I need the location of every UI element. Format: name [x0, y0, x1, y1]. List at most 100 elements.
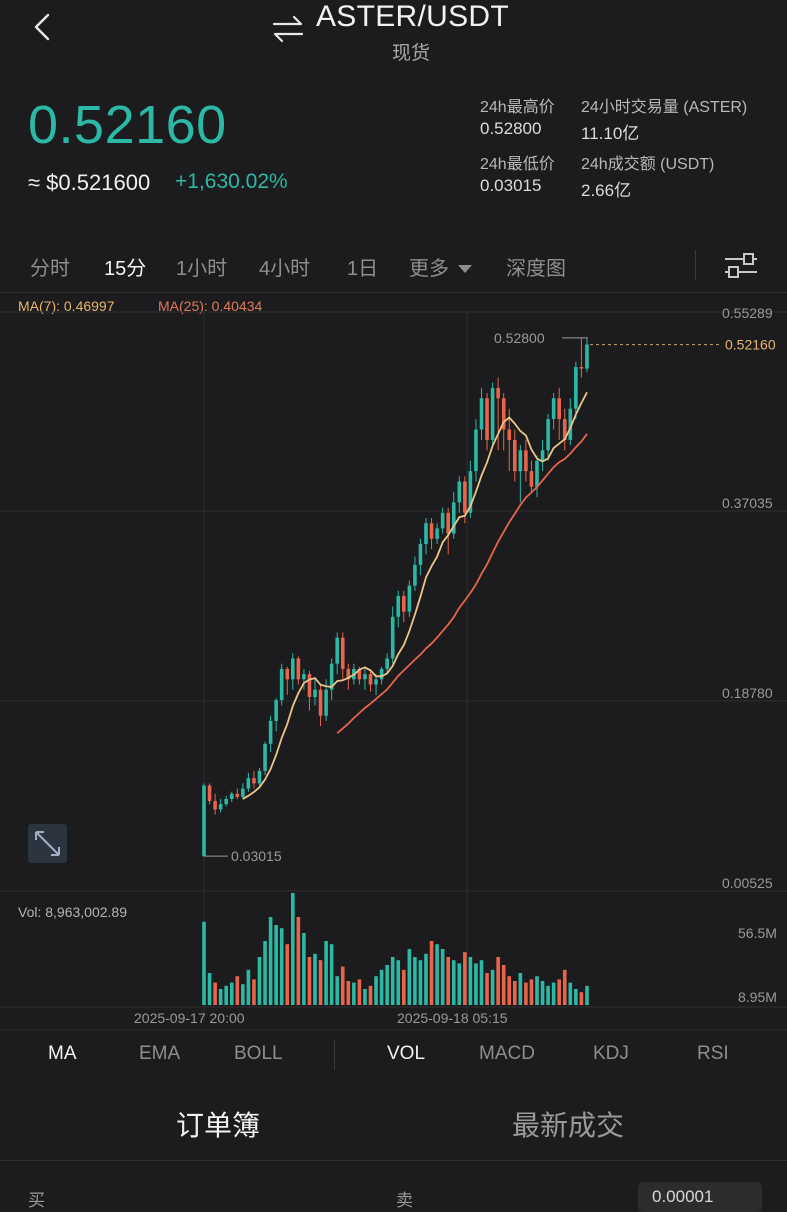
- volume-bar: [368, 985, 373, 1005]
- volume-bar: [513, 981, 517, 1005]
- candle-body: [513, 439, 517, 472]
- volume-bar: [468, 957, 473, 1005]
- indicator-boll[interactable]: BOLL: [234, 1043, 283, 1064]
- candle-body: [229, 793, 234, 799]
- y-axis-label: 0.00525: [722, 875, 773, 891]
- candle-body: [557, 398, 561, 420]
- candle-body: [324, 689, 328, 716]
- volume-bar: [268, 917, 273, 1005]
- candle-body: [313, 689, 317, 697]
- tab-orderbook[interactable]: 订单簿: [176, 1110, 261, 1141]
- candle-body: [568, 408, 573, 440]
- candle-body: [241, 788, 245, 797]
- candle-body: [296, 658, 301, 680]
- usd-price: ≈ $0.521600: [28, 170, 151, 195]
- indicator-ema[interactable]: EMA: [139, 1043, 181, 1064]
- volume-base-label: 24小时交易量 (ASTER): [581, 99, 748, 116]
- volume-bar: [352, 982, 356, 1005]
- candle-body: [307, 674, 312, 697]
- caret-down-icon: [457, 265, 472, 273]
- candle-body: [257, 770, 262, 784]
- precision-select[interactable]: 0.00001: [638, 1182, 762, 1212]
- candlestick-chart[interactable]: 0.55289 0.37035 0.18780 0.00525 0.52160 …: [0, 292, 787, 1037]
- tab-more[interactable]: 更多: [409, 252, 473, 281]
- volume-bar: [457, 963, 462, 1005]
- candle-body: [218, 804, 223, 810]
- volume-bar: [379, 969, 384, 1005]
- candle-body: [579, 367, 584, 369]
- ma25-legend: MA(25): 0.40434: [158, 298, 263, 314]
- volume-bar: [496, 957, 500, 1005]
- market-type-label: 现货: [392, 43, 431, 64]
- back-button[interactable]: [26, 10, 60, 44]
- tab-1h[interactable]: 1小时: [176, 258, 228, 280]
- candle-body: [507, 429, 512, 440]
- volume-bar: [207, 973, 212, 1005]
- y-axis-label: 0.37035: [722, 495, 773, 511]
- ma25-line: [336, 433, 588, 734]
- candle-body: [379, 668, 384, 680]
- volume-bar: [241, 984, 245, 1005]
- volume-bars-group: [202, 893, 589, 1005]
- volume-bar: [479, 960, 484, 1005]
- candle-body: [252, 778, 256, 784]
- volume-bar: [329, 944, 334, 1005]
- candle-body: [390, 616, 395, 659]
- bid-column-header: 买: [28, 1191, 45, 1210]
- volume-bar: [585, 985, 589, 1005]
- volume-quote-value: 2.66亿: [581, 181, 632, 200]
- volume-bar: [279, 928, 284, 1005]
- volume-bar: [357, 979, 362, 1005]
- tab-depth-chart[interactable]: 深度图: [506, 258, 566, 280]
- swap-arrows-icon[interactable]: [270, 14, 306, 44]
- volume-bar: [202, 921, 206, 1005]
- volume-bar: [562, 969, 567, 1005]
- tab-4h[interactable]: 4小时: [259, 258, 311, 280]
- tab-time-share[interactable]: 分时: [30, 258, 70, 280]
- candle-body: [340, 637, 345, 669]
- volume-bar: [235, 976, 240, 1005]
- volume-bar: [490, 969, 495, 1005]
- y-axis-label: 0.18780: [722, 685, 773, 701]
- volume-bar: [574, 989, 578, 1005]
- volume-bar: [324, 941, 328, 1005]
- candle-body: [302, 674, 306, 680]
- tab-latest-trades[interactable]: 最新成交: [512, 1110, 625, 1141]
- candle-body: [202, 785, 206, 857]
- volume-bar: [257, 957, 262, 1005]
- chart-settings-icon[interactable]: [722, 250, 760, 280]
- ma7-legend: MA(7): 0.46997: [18, 298, 115, 314]
- volume-bar: [429, 941, 434, 1005]
- volume-bar: [252, 979, 256, 1005]
- volume-bar: [557, 979, 561, 1005]
- volume-bar: [535, 976, 539, 1005]
- candle-body: [535, 460, 539, 487]
- candle-body: [402, 596, 406, 612]
- candle-body: [474, 429, 478, 472]
- indicator-ma[interactable]: MA: [48, 1043, 77, 1064]
- price-change-percent: +1,630.02%: [175, 170, 288, 193]
- volume-bar: [213, 982, 217, 1005]
- candle-body: [274, 700, 278, 721]
- volume-bar: [529, 979, 534, 1005]
- candle-body: [496, 387, 500, 399]
- candle-body: [207, 785, 212, 802]
- current-price-tag-bg: [720, 334, 787, 355]
- candle-body: [585, 344, 589, 369]
- high-24h-value: 0.52800: [480, 119, 542, 138]
- indicator-kdj[interactable]: KDJ: [593, 1043, 629, 1064]
- candle-body: [479, 398, 484, 430]
- candle-body: [451, 502, 456, 534]
- volume-bar: [307, 957, 312, 1005]
- indicator-macd[interactable]: MACD: [479, 1043, 535, 1064]
- tab-15m[interactable]: 15分: [104, 258, 147, 280]
- expand-chart-icon[interactable]: [28, 824, 67, 863]
- candle-body: [285, 668, 290, 680]
- indicator-rsi[interactable]: RSI: [697, 1043, 729, 1064]
- pair-title[interactable]: ASTER/USDT: [316, 0, 510, 33]
- indicator-divider: [334, 1040, 335, 1070]
- indicator-vol[interactable]: VOL: [387, 1043, 426, 1064]
- x-axis-label: 2025-09-17 20:00: [134, 1010, 245, 1026]
- tab-1d[interactable]: 1日: [347, 258, 379, 280]
- candle-body: [457, 481, 462, 503]
